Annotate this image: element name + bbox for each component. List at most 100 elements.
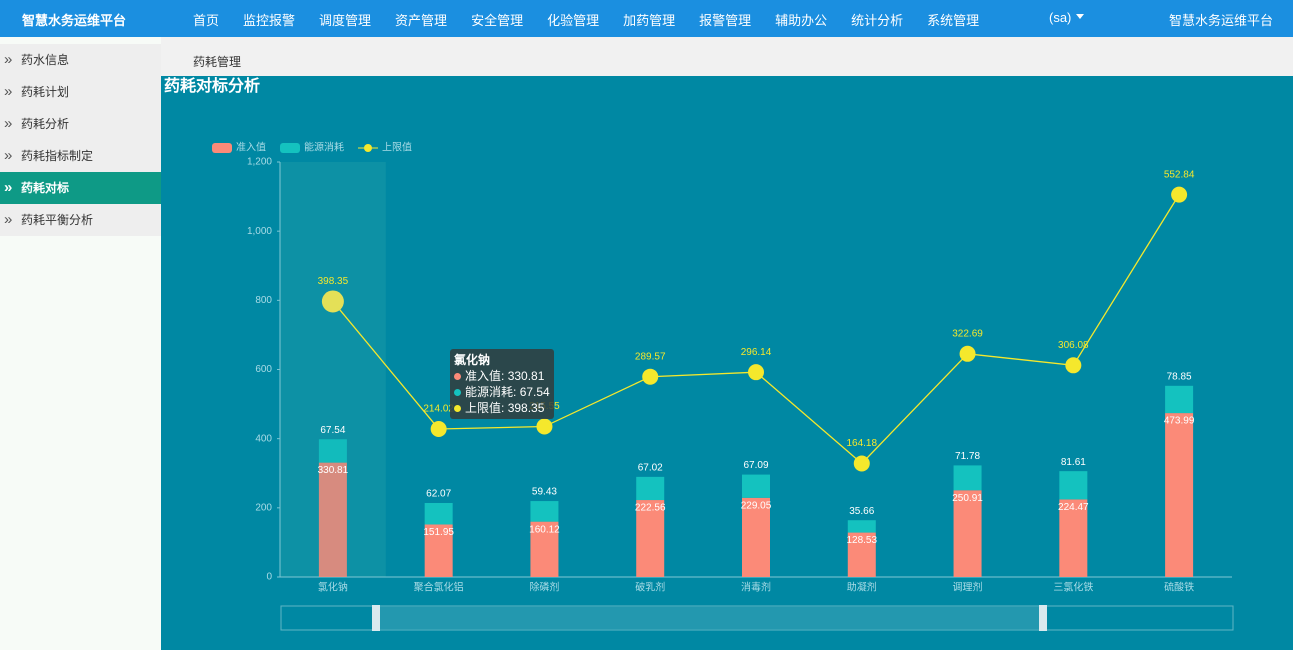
bar [636,500,665,577]
bar [953,490,982,577]
y-tick-label: 800 [255,295,272,306]
value-label: 552.84 [1164,169,1195,180]
tooltip-title: 氯化钠 [454,353,491,367]
value-label: 78.85 [1167,371,1192,382]
point [853,455,870,472]
bar [530,501,559,522]
x-tick-label: 硫酸铁 [1164,581,1194,594]
tooltip-name: 上限值 [465,401,508,415]
tooltip-dot [454,373,461,380]
value-label: 67.02 [638,462,663,473]
value-label: 81.61 [1061,457,1086,468]
value-label: 322.69 [952,328,983,339]
x-tick-label: 调理剂 [953,581,983,594]
tooltip-row: 准入值330.81 [454,368,550,384]
bar [1059,471,1088,500]
tooltip-dot [454,389,461,396]
menu-item[interactable]: 安全管理 [471,13,524,28]
value-label: 67.54 [320,425,345,436]
x-tick-label: 消毒剂 [741,581,771,594]
tooltip-value: 330.81 [507,369,545,383]
point [1065,357,1082,374]
value-label: 289.57 [635,351,666,362]
sidebar-item[interactable]: 药耗平衡分析 [0,204,161,236]
point [321,290,344,313]
bar [742,474,770,498]
value-label: 224.47 [1058,502,1089,513]
point [1171,186,1188,203]
y-tick-label: 200 [255,502,272,513]
bar [742,497,770,577]
menu-item[interactable]: 首页 [193,13,220,28]
menu-item[interactable]: 报警管理 [699,13,752,28]
legend-label[interactable]: 准入值 [236,141,266,154]
bar [318,439,347,463]
sidebar-item[interactable]: 药耗对标 [0,172,161,204]
tooltip: 氯化钠准入值330.81能源消耗67.54上限值398.35 [450,349,554,419]
app-title: 智慧水务运维平台 [22,13,127,28]
menu-item[interactable]: 监控报警 [243,13,296,28]
value-label: 214.02 [423,404,454,415]
zoom-handle[interactable] [1039,605,1047,631]
menu-item[interactable]: 调度管理 [319,13,372,28]
tooltip-dot [454,405,461,412]
value-label: 398.35 [318,276,349,287]
y-tick-label: 1,000 [247,226,272,237]
tooltip-value: 67.54 [519,385,550,399]
value-label: 67.09 [743,460,768,471]
menu-item[interactable]: 资产管理 [395,13,448,28]
y-tick-label: 400 [255,433,272,444]
y-tick-label: 1,200 [247,157,272,168]
zoom-handle[interactable] [372,605,380,631]
tooltip-name: 能源消耗 [465,385,520,399]
menu-item[interactable]: 加药管理 [623,13,676,28]
x-tick-label: 三氯化铁 [1053,581,1093,594]
sidebar-item[interactable]: 药耗计划 [0,76,161,108]
bar [424,502,453,525]
value-label: 71.78 [955,451,980,462]
point [959,345,976,362]
bar [1059,499,1088,577]
value-label: 164.18 [846,438,877,449]
y-tick-label: 0 [266,572,272,583]
x-tick-label: 氯化钠 [318,581,348,594]
legend-swatch [212,143,232,153]
top-nav: 智慧水务运维平台 首页 监控报警 调度管理 资产管理 安全管理 化验管理 加药管理 报警管理 辅… [0,0,1293,37]
value-label: 35.66 [849,506,874,517]
user-menu[interactable]: (sa) [1049,10,1084,25]
tooltip-value: 398.35 [507,401,545,415]
sidebar-item[interactable]: 药耗分析 [0,108,161,140]
bar [636,476,665,501]
bar [530,521,559,577]
legend-swatch [280,143,300,153]
bar [1165,385,1194,414]
breadcrumb[interactable]: 药耗管理 [193,55,242,69]
right-title: 智慧水务运维平台 [1168,13,1273,28]
point [430,420,447,437]
x-tick-label: 破乳剂 [635,581,665,594]
point [642,368,659,385]
value-label: 160.12 [529,524,560,535]
value-label: 62.07 [426,489,451,500]
menu-item[interactable]: 系统管理 [927,13,980,28]
value-label: 473.99 [1164,416,1195,427]
zoom-window[interactable] [376,606,1043,630]
legend-label[interactable]: 上限值 [382,141,412,154]
legend-label[interactable]: 能源消耗 [304,141,344,154]
x-tick-label: 除磷剂 [529,581,559,594]
sidebar-item[interactable]: 药水信息 [0,44,161,76]
menu-item[interactable]: 化验管理 [547,13,600,28]
menu-item[interactable]: 辅助办公 [775,13,828,28]
chart-title: 药耗对标分析 [164,76,260,95]
value-label: 128.53 [846,535,877,546]
x-tick-label: 助凝剂 [847,581,877,594]
sidebar-item[interactable]: 药耗指标制定 [0,140,161,172]
menu-item[interactable]: 统计分析 [851,13,904,28]
point [536,418,553,435]
breadcrumb-bar: 药耗管理 [161,37,1293,76]
value-label: 250.91 [952,493,983,504]
value-label: 306.08 [1058,340,1089,351]
tooltip-row: 能源消耗67.54 [454,384,550,400]
